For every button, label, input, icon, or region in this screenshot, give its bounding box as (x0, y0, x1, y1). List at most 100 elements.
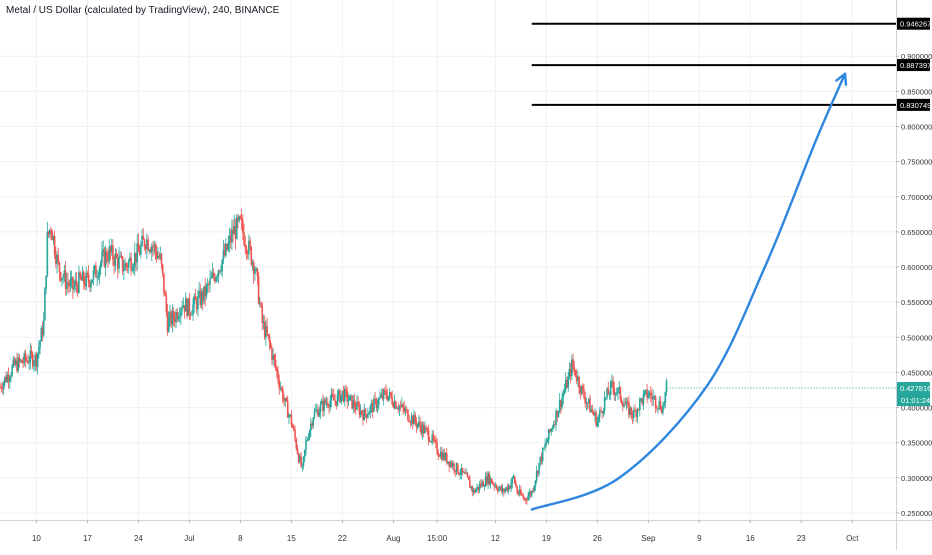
candle-body (234, 226, 237, 239)
candle-body (61, 278, 63, 281)
candle-body (411, 415, 414, 425)
candle-body (216, 276, 219, 278)
candle-body (568, 368, 571, 377)
time-axis[interactable]: 10 17 24 Jul 8 15 22 Aug 15:00 12 19 26 Sep 9 16 23 Oct (0, 520, 932, 550)
candle-body (289, 414, 291, 416)
candle-body (225, 244, 227, 256)
candle-body (486, 476, 488, 485)
candle-body (187, 298, 189, 317)
candle-body (351, 395, 353, 409)
horizontal-levels[interactable] (531, 22, 896, 389)
candle-body (278, 380, 281, 388)
candle-body (30, 350, 33, 355)
candle-body (330, 394, 333, 401)
candle-body (477, 486, 480, 490)
candle-body (420, 426, 423, 434)
candle-body (405, 409, 408, 411)
candle-body (299, 456, 301, 463)
candle-body (430, 441, 432, 443)
candle-body (260, 302, 262, 306)
candle-body (87, 274, 90, 282)
candle-body (118, 256, 120, 269)
candle-body (533, 486, 536, 492)
candle-body (114, 253, 117, 266)
candle-body (323, 399, 325, 411)
candle-body (182, 305, 185, 308)
candle-body (19, 359, 22, 362)
candle-body (84, 283, 86, 287)
candle-body (132, 266, 135, 270)
candle-body (435, 439, 437, 443)
candle-body (614, 393, 617, 395)
candle-body (426, 428, 429, 431)
candle-body (539, 456, 542, 463)
candle-body (302, 456, 305, 466)
candle-body (17, 357, 20, 372)
candle-body (509, 485, 511, 489)
projection-arrow[interactable] (530, 72, 848, 511)
time-tick-label: 24 (134, 534, 143, 543)
candle-body (578, 376, 580, 389)
candle-body (631, 414, 634, 418)
candle-body (153, 244, 155, 247)
time-tick-label: Oct (846, 534, 859, 543)
candle-body (22, 362, 24, 364)
candle-body (374, 398, 376, 400)
candle-body (342, 390, 345, 402)
candle-body (606, 388, 608, 398)
candle-body (510, 483, 512, 489)
candle-body (327, 402, 329, 406)
candle-body (620, 399, 623, 404)
candle-body (552, 424, 555, 429)
candle-body (458, 473, 460, 475)
price-tick-label: 0.700000 (901, 193, 932, 202)
candle-body (133, 252, 136, 267)
candle-body (368, 412, 370, 415)
candle-body (481, 481, 483, 487)
candle-body (126, 265, 129, 268)
candle-body (255, 268, 257, 271)
candle-body (427, 430, 430, 441)
candle-body (82, 271, 85, 284)
candle-body (371, 403, 374, 412)
candle-body (12, 359, 15, 367)
candle-body (466, 472, 469, 477)
candle-body (23, 353, 26, 363)
candle-body (267, 334, 270, 337)
candle-body (392, 403, 395, 408)
candle-body (500, 486, 503, 492)
candle-body (517, 493, 520, 495)
candle-body (513, 476, 516, 484)
candle-body (44, 288, 46, 321)
candle-body (74, 280, 77, 286)
candle-body (445, 453, 448, 464)
candle-body (249, 240, 251, 248)
candle-body (324, 399, 327, 404)
candle-body (600, 410, 602, 412)
candle-body (483, 486, 486, 488)
candle-body (595, 412, 597, 426)
candle-body (204, 286, 206, 297)
candle-body (283, 400, 285, 402)
candle-body (272, 354, 274, 360)
candle-body (603, 397, 606, 411)
candle-body (660, 409, 663, 413)
candle-body (40, 327, 43, 342)
candle-body (591, 409, 594, 413)
candle-body (654, 396, 657, 408)
candle-body (665, 380, 668, 393)
candle-body (413, 414, 415, 425)
candle-body (4, 377, 6, 383)
level-price-label: 0.830749 (900, 101, 931, 110)
candle-body (25, 360, 28, 362)
candle-body (403, 407, 406, 412)
candle-body (271, 347, 273, 360)
price-axis[interactable]: 0.250000 0.300000 0.350000 0.400000 0.450000… (896, 0, 932, 550)
candle-body (0, 386, 3, 389)
candle-body (329, 400, 332, 408)
candle-body (550, 428, 552, 432)
candle-body (390, 392, 392, 397)
candle-body (97, 276, 100, 278)
